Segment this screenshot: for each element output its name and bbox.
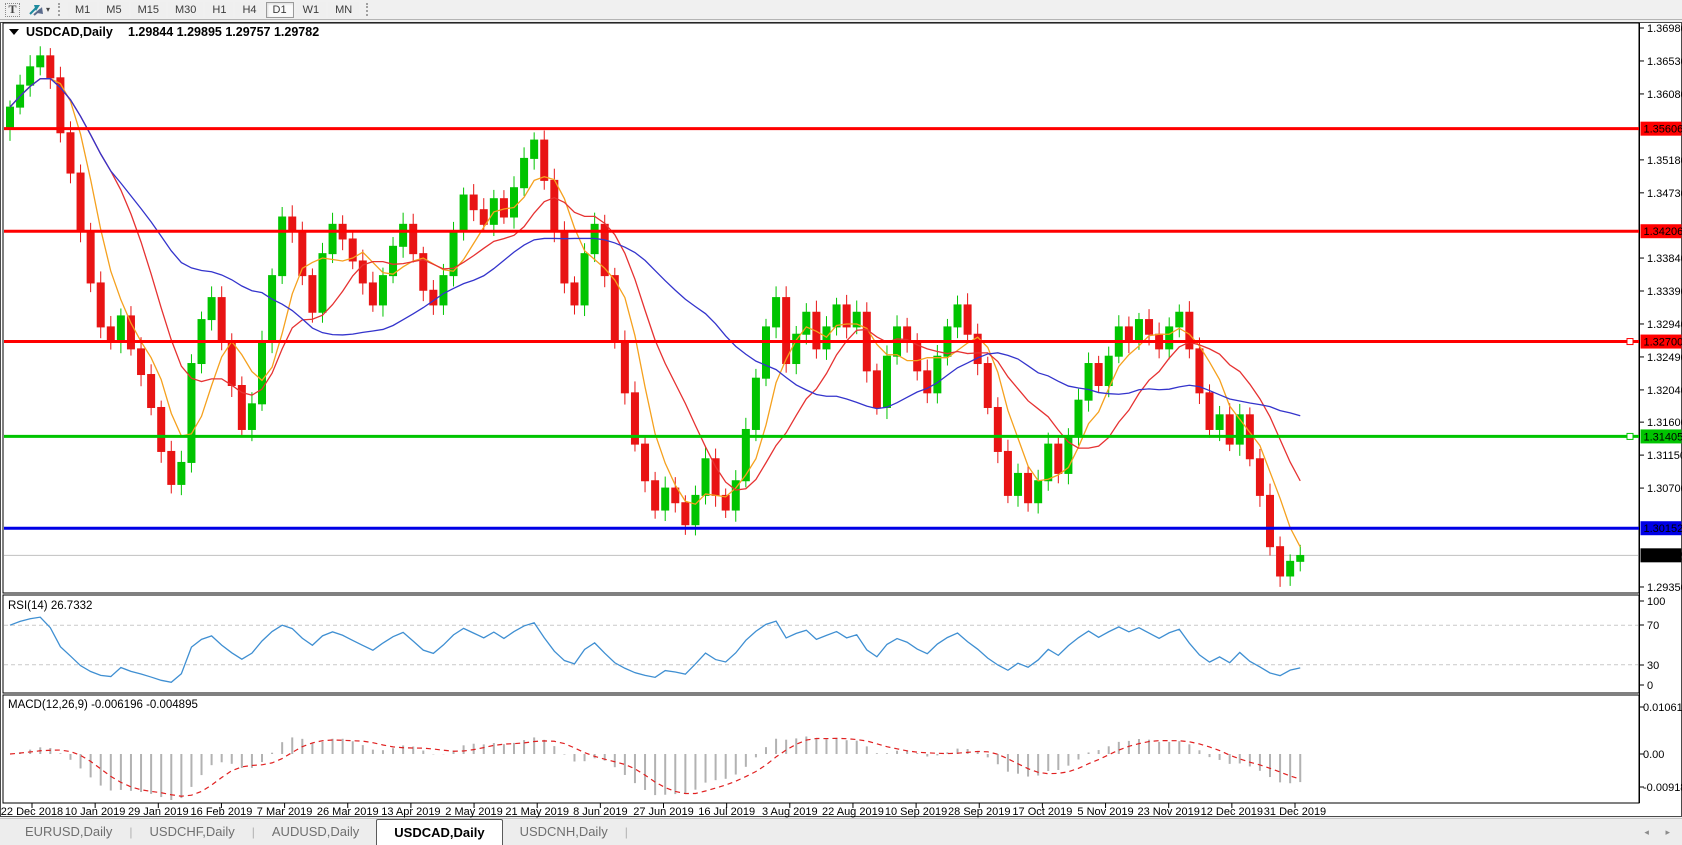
level-price-box: [1640, 121, 1682, 136]
macd-histogram: [19, 736, 1302, 800]
top-toolbar: T ▾ M1 M5 M15 M30 H1 H4 D1 W1 MN: [0, 0, 1682, 20]
line-endpoint-marker[interactable]: [1626, 338, 1634, 346]
chart-tab-bar: EURUSD,Daily | USDCHF,Daily | AUDUSD,Dai…: [0, 818, 1682, 845]
price-axis-label: 1.32940: [1647, 319, 1682, 331]
price-axis-label: 1.29350: [1647, 582, 1682, 594]
chart-area[interactable]: 1.35606 1.34206 1.32700 1.31405 1.30152 1.297…: [0, 20, 1682, 818]
text-label-tool-button[interactable]: T: [5, 2, 20, 17]
timeframe-h4-button[interactable]: H4: [235, 1, 264, 18]
toolbar-grip[interactable]: [58, 3, 61, 16]
chevron-down-icon[interactable]: ▾: [46, 5, 51, 14]
tab-usdcad-daily[interactable]: USDCAD,Daily: [376, 819, 503, 845]
level-price-box-label: 1.35606: [1644, 124, 1682, 136]
timeframe-m1-button[interactable]: M1: [68, 1, 98, 18]
date-axis-label: 8 Jun 2019: [573, 806, 627, 818]
macd-axis-label: -0.009181: [1643, 782, 1682, 794]
rsi-axis-label: 100: [1647, 596, 1665, 608]
level-price-box-label: 1.32700: [1644, 337, 1682, 349]
price-axis-label: 1.33390: [1647, 286, 1682, 298]
date-axis-label: 12 Dec 2019: [1201, 806, 1263, 818]
tab-separator: |: [624, 825, 628, 839]
date-axis-label: 7 Mar 2019: [257, 806, 313, 818]
timeframe-m5-button[interactable]: M5: [99, 1, 129, 18]
price-axis-label: 1.31600: [1647, 417, 1682, 429]
level-price-box: [1640, 224, 1682, 239]
tab-usdcnh-daily[interactable]: USDCNH,Daily: [519, 824, 608, 839]
rsi-axis-label: 30: [1647, 660, 1659, 672]
price-axis-label: 1.35180: [1647, 155, 1682, 167]
price-axis-label: 1.36530: [1647, 56, 1682, 68]
date-axis-label: 3 Aug 2019: [762, 806, 818, 818]
tab-scroll-controls: ◂ ▸: [1630, 827, 1670, 838]
rsi-panel[interactable]: [2, 594, 1640, 694]
date-axis-label: 13 Apr 2019: [381, 806, 440, 818]
chart-shift-tool-button[interactable]: ▾: [28, 3, 50, 17]
date-axis-label: 16 Feb 2019: [191, 806, 253, 818]
date-axis-label: 29 Jan 2019: [128, 806, 189, 818]
date-axis-label: 22 Dec 2018: [1, 806, 63, 818]
macd-label: MACD(12,26,9) -0.006196 -0.004895: [8, 699, 198, 711]
timeframe-mn-button[interactable]: MN: [328, 1, 360, 18]
date-axis-label: 27 Jun 2019: [633, 806, 694, 818]
timeframe-m30-button[interactable]: M30: [167, 1, 204, 18]
tab-audusd-daily[interactable]: AUDUSD,Daily: [271, 824, 360, 839]
rsi-label: RSI(14) 26.7332: [8, 600, 92, 612]
price-axis-label: 1.30700: [1647, 483, 1682, 495]
macd-panel[interactable]: [2, 694, 1640, 804]
line-endpoint-marker[interactable]: [1626, 432, 1634, 440]
date-axis-label: 10 Sep 2019: [885, 806, 947, 818]
date-axis-label: 2 May 2019: [445, 806, 502, 818]
ma-slow-line[interactable]: [9, 77, 1301, 417]
price-axis-label: 1.33840: [1647, 253, 1682, 265]
date-axis-label: 10 Jan 2019: [65, 806, 126, 818]
price-axis-label: 1.32040: [1647, 385, 1682, 397]
date-axis-label: 26 Mar 2019: [317, 806, 379, 818]
timeframe-d1-button[interactable]: D1: [265, 1, 294, 18]
date-axis-label: 22 Aug 2019: [822, 806, 884, 818]
tab-usdchf-daily[interactable]: USDCHF,Daily: [149, 824, 235, 839]
level-price-box-label: 1.31405: [1644, 431, 1682, 443]
timeframe-h1-button[interactable]: H1: [205, 1, 234, 18]
macd-signal-line: [9, 737, 1301, 797]
chart-ohlc-values: 1.29844 1.29895 1.29757 1.29782: [128, 25, 319, 39]
level-price-box-label: 1.30152: [1644, 523, 1682, 535]
chart-title: USDCAD,Daily: [26, 25, 113, 39]
tab-separator: |: [251, 825, 255, 839]
rsi-axis-label: 0: [1647, 680, 1653, 692]
rsi-axis-label: 70: [1647, 620, 1659, 632]
current-price-box: [1640, 548, 1682, 563]
macd-axis-label: 0.010615: [1643, 702, 1682, 714]
level-price-box: [1640, 521, 1682, 536]
price-axis-label: 1.32490: [1647, 352, 1682, 364]
macd-axis-label: 0.00: [1643, 749, 1664, 761]
level-price-box: [1640, 334, 1682, 349]
toolbar-grip[interactable]: [366, 3, 369, 16]
date-axis-label: 23 Nov 2019: [1138, 806, 1200, 818]
price-axis-label: 1.34730: [1647, 188, 1682, 200]
tab-eurusd-daily[interactable]: EURUSD,Daily: [25, 824, 113, 839]
level-price-box: [1640, 429, 1682, 444]
date-axis-label: 17 Oct 2019: [1012, 806, 1072, 818]
date-axis-label: 28 Sep 2019: [948, 806, 1010, 818]
date-axis-label: 21 May 2019: [505, 806, 569, 818]
timeframe-w1-button[interactable]: W1: [295, 1, 327, 18]
price-axis-label: 1.31150: [1647, 450, 1682, 462]
current-price-box-label: 1.29782: [1644, 550, 1682, 562]
arrows-tool-icon: [29, 4, 43, 16]
collapse-triangle-icon[interactable]: [9, 29, 19, 35]
timeframe-m15-button[interactable]: M15: [130, 1, 166, 18]
main-chart-panel[interactable]: [2, 22, 1640, 594]
price-axis-label: 1.36980: [1647, 23, 1682, 35]
tab-separator: |: [129, 825, 133, 839]
date-axis-label: 5 Nov 2019: [1077, 806, 1133, 818]
scroll-left-icon[interactable]: ◂: [1644, 827, 1649, 837]
ma-fast-line[interactable]: [9, 77, 1301, 548]
date-axis-label: 16 Jul 2019: [698, 806, 755, 818]
date-axis-label: 31 Dec 2019: [1264, 806, 1326, 818]
price-axis-label: 1.36080: [1647, 89, 1682, 101]
level-price-box-label: 1.34206: [1644, 226, 1682, 238]
rsi-line: [9, 616, 1301, 684]
scroll-right-icon[interactable]: ▸: [1665, 827, 1670, 837]
